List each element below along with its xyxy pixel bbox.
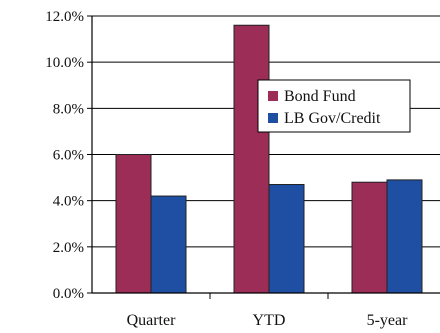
legend-swatch-bond-fund	[268, 91, 278, 101]
y-tick-label: 10.0%	[45, 55, 84, 71]
y-tick-label: 0.0%	[53, 286, 84, 302]
legend-swatch-lb-gov-credit	[268, 113, 278, 123]
y-axis-ticks: 0.0% 2.0% 4.0% 6.0% 8.0% 10.0% 12.0%	[45, 9, 92, 302]
bar-lb-gov-credit-ytd	[268, 184, 305, 294]
legend-box	[257, 79, 411, 133]
axes	[91, 16, 440, 294]
bar-bond-fund-5-year	[351, 181, 388, 294]
y-tick-label: 4.0%	[53, 194, 84, 210]
bar-lb-gov-credit-quarter	[150, 195, 187, 294]
y-tick-label: 2.0%	[53, 240, 84, 256]
y-tick-label: 12.0%	[45, 9, 84, 25]
bars	[115, 24, 423, 294]
legend: Bond Fund LB Gov/Credit	[257, 79, 411, 133]
legend-label-bond-fund: Bond Fund	[284, 88, 356, 105]
bar-bond-fund-ytd	[233, 24, 270, 294]
y-tick-label: 6.0%	[53, 148, 84, 164]
bar-lb-gov-credit-5-year	[386, 179, 423, 294]
y-tick-label: 8.0%	[53, 101, 84, 117]
x-axis-ticks: Quarter YTD 5-year	[127, 293, 409, 329]
legend-label-lb-gov-credit: LB Gov/Credit	[284, 110, 381, 127]
x-category-label: 5-year	[367, 312, 409, 329]
bar-bond-fund-quarter	[115, 154, 152, 294]
x-category-label: Quarter	[127, 312, 177, 329]
x-category-label: YTD	[253, 312, 286, 329]
